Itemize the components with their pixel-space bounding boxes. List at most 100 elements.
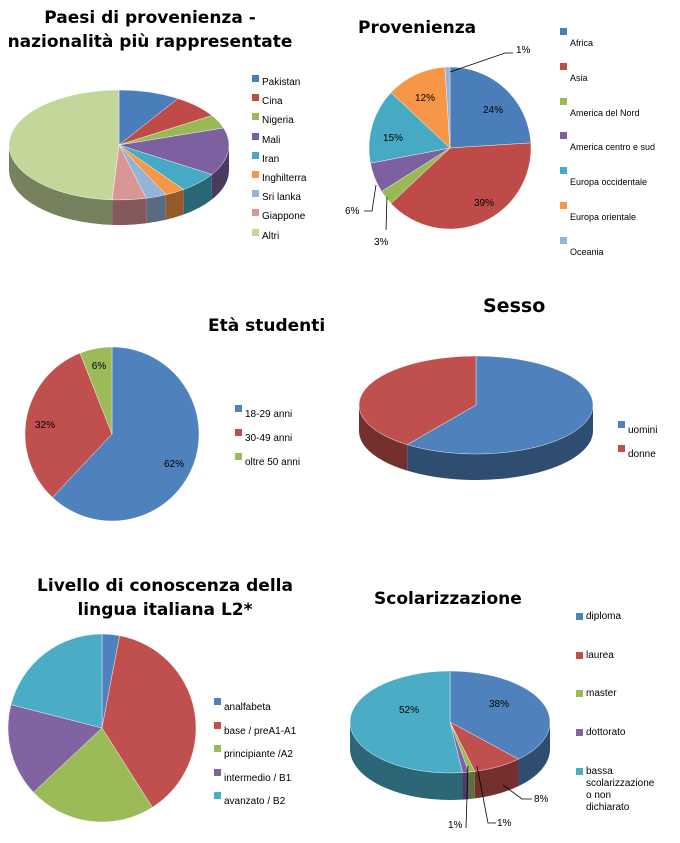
data-label: 3% xyxy=(374,237,389,248)
legend-swatch xyxy=(235,429,242,436)
legend-item: Asia xyxy=(560,61,655,96)
legend-label: diploma xyxy=(586,611,622,622)
legend-provenienza: Africa Asia America del Nord America centro… xyxy=(560,26,655,270)
legend-label: Sri lanka xyxy=(262,192,301,204)
leader-line xyxy=(502,784,532,800)
pie-slice-uomini xyxy=(406,355,594,455)
pie-slice-europa-orientale xyxy=(390,66,451,149)
data-label: 62% xyxy=(164,459,184,470)
chart-livello: Livello di conoscenza della lingua itali… xyxy=(0,560,340,843)
chart-scolarizzazione: Scolarizzazione 38% 52% 8% 1% 1% diploma laur… xyxy=(340,570,680,843)
pie-provenienza: 24% 39% 15% 12% 1% 6% 3% xyxy=(345,45,532,248)
pie-slice-mali xyxy=(118,127,230,175)
pie-slice-intermedio-b1 xyxy=(7,704,103,793)
legend-label: analfabeta xyxy=(224,702,271,713)
pie-slice-asia xyxy=(390,142,532,230)
legend-item: Africa xyxy=(560,26,655,61)
pie-slice-avanzato-b2 xyxy=(10,633,103,729)
legend-label: base / preA1-A1 xyxy=(224,725,297,737)
chart-title: Livello di conoscenza della lingua itali… xyxy=(37,576,293,620)
legend-item: Cina xyxy=(252,92,306,111)
legend-swatch xyxy=(576,768,583,775)
pie-side-8 xyxy=(9,145,113,225)
legend-swatch xyxy=(560,132,567,140)
data-label: 52% xyxy=(399,705,419,716)
data-label: 38% xyxy=(489,699,509,710)
legend-item: Giappone xyxy=(252,207,306,226)
data-label: 24% xyxy=(483,105,503,116)
chart-paesi: Paesi di provenienza - nazionalità più r… xyxy=(0,0,340,260)
legend-swatch xyxy=(252,228,259,236)
legend-label: 18-29 anni xyxy=(245,409,293,420)
data-label: 1% xyxy=(448,820,463,831)
legend-swatch xyxy=(560,97,567,105)
legend-item: Europa occidentale xyxy=(560,165,655,200)
legend-item: Europa orientale xyxy=(560,200,655,235)
pie-slice-30-49-anni xyxy=(24,352,113,498)
legend-item: Nigeria xyxy=(252,111,306,130)
pie-slice-base-prea1-a1 xyxy=(101,635,197,808)
legend-swatch xyxy=(235,405,242,412)
legend-swatch xyxy=(618,445,625,452)
legend-swatch xyxy=(252,209,259,217)
legend-item: laurea xyxy=(576,650,680,662)
pie-slice-oltre-50-anni xyxy=(79,346,113,435)
legend-item: Sri lanka xyxy=(252,188,306,207)
data-label: 6% xyxy=(92,361,107,372)
leader-line xyxy=(476,765,496,824)
legend-label: Asia xyxy=(570,72,588,83)
legend-label: Altri xyxy=(262,230,280,242)
legend-swatch xyxy=(560,167,567,175)
legend-item: base / preA1-A1 xyxy=(214,720,296,744)
chart-provenienza: Provenienza 24% 39% 15% 12% 1% 6% 3% Africa Asi… xyxy=(340,0,680,260)
legend-label: America centro e sud xyxy=(570,142,656,153)
leader-line xyxy=(385,196,388,231)
legend-swatch xyxy=(252,94,259,102)
pie-side-0 xyxy=(518,722,550,787)
chart-eta: Età studenti 62% 32% 6% 18-29 anni 30-49 an… xyxy=(0,290,340,530)
pie-slice-africa xyxy=(449,66,532,149)
pie-side-5 xyxy=(165,189,184,220)
legend-label: Pakistan xyxy=(262,77,301,88)
legend-swatch xyxy=(560,28,567,35)
legend-sesso: uomini donne xyxy=(618,419,657,467)
leader-line xyxy=(449,52,513,73)
chart-sesso: Sesso uomini donne xyxy=(340,290,680,510)
legend-swatch xyxy=(576,690,583,697)
legend-label: Africa xyxy=(570,38,594,48)
pie-side-2 xyxy=(468,771,475,800)
data-label: 12% xyxy=(415,93,435,104)
legend-swatch xyxy=(252,113,259,121)
legend-label: oltre 50 anni xyxy=(245,457,301,468)
legend-label: America del Nord xyxy=(570,107,640,118)
pie-side-4 xyxy=(183,174,212,215)
legend-label: intermedio / B1 xyxy=(224,772,292,784)
legend-item: intermedio / B1 xyxy=(214,767,296,791)
pie-slice-diploma xyxy=(449,670,551,760)
data-label: 6% xyxy=(345,206,360,217)
legend-item: Iran xyxy=(252,150,306,169)
pie-slice-europa-occidentale xyxy=(368,92,451,164)
legend-label: Giappone xyxy=(262,211,306,223)
legend-swatch xyxy=(252,75,259,82)
chart-title: Provenienza xyxy=(358,18,477,38)
data-label: 32% xyxy=(35,420,55,431)
legend-label: Mali xyxy=(262,134,281,146)
legend-swatch xyxy=(576,729,583,736)
chart-title: Paesi di provenienza - nazionalità più r… xyxy=(7,8,293,52)
pie-side-4 xyxy=(350,722,463,800)
legend-label: Iran xyxy=(262,153,280,165)
legend-item: America centro e sud xyxy=(560,130,655,165)
legend-item: principiante /A2 xyxy=(214,743,296,767)
pie-3d-scolarizzazione: 38% 52% 8% 1% 1% xyxy=(349,670,551,831)
legend-label: dottorato xyxy=(586,727,626,738)
legend-swatch xyxy=(560,201,567,209)
legend-item: dottorato xyxy=(576,727,680,739)
legend-swatch xyxy=(235,453,242,460)
pie-livello xyxy=(7,633,197,823)
legend-label: avanzato / B2 xyxy=(224,796,286,808)
legend-swatch xyxy=(576,652,583,659)
legend-item: donne xyxy=(618,443,657,467)
legend-label: Inghilterra xyxy=(262,173,307,185)
legend-swatch xyxy=(560,236,567,244)
